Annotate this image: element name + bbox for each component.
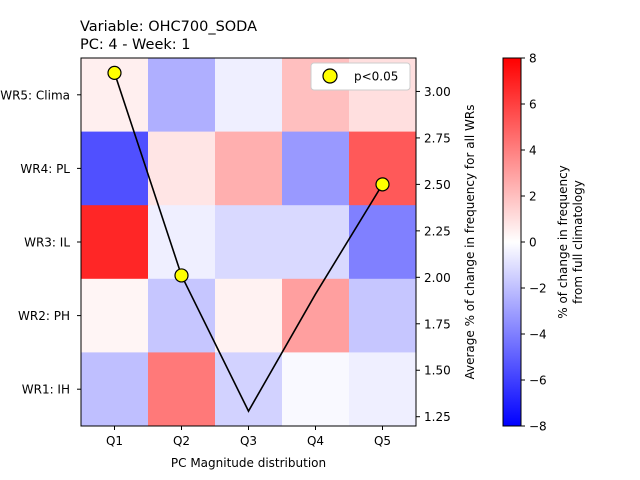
heatmap-cell [282, 131, 350, 206]
legend-label: p<0.05 [354, 70, 398, 84]
significance-marker [375, 177, 390, 192]
right-tick-label: 1.75 [424, 317, 451, 331]
chart-title-line2: PC: 4 - Week: 1 [80, 37, 191, 53]
y-tick-label: WR2: PH [18, 309, 70, 323]
legend-marker [322, 68, 338, 84]
heatmap-cell [349, 278, 417, 353]
y-axis-right: 1.25 1.50 1.75 2.00 2.25 2.50 2.75 3.00 [416, 85, 451, 424]
line-path [113, 72, 384, 413]
heatmap-cell [349, 131, 417, 206]
heatmap [81, 58, 417, 427]
heatmap-cell [81, 352, 149, 427]
y-tick-label: WR4: PL [20, 162, 70, 176]
colorbar [502, 57, 522, 427]
x-tick-label: Q2 [173, 434, 190, 448]
x-tick-label: Q4 [307, 434, 324, 448]
heatmap-cell [148, 58, 216, 133]
right-tick-label: 2.50 [424, 178, 451, 192]
colorbar-axis: −8 −6 −4 −2 0 2 4 6 8 [521, 52, 547, 434]
y-axis-left: WR5: Clima WR4: PL WR3: IL WR2: PH WR1: IH [0, 88, 81, 397]
x-tick-label: Q3 [240, 434, 257, 448]
right-axis-label: Average % of change in frequency for all… [463, 104, 477, 379]
heatmap-cell [349, 352, 417, 427]
heatmap-cell [148, 205, 216, 280]
colorbar-tick-label: 6 [529, 98, 537, 112]
x-axis: Q1 Q2 Q3 Q4 Q5 [106, 426, 391, 448]
heatmap-cell [282, 278, 350, 353]
significance-marker [174, 268, 189, 283]
x-axis-label: PC Magnitude distribution [171, 456, 326, 470]
heatmap-cell [349, 205, 417, 280]
y-tick-label: WR1: IH [22, 383, 70, 397]
significance-marker [107, 65, 122, 80]
colorbar-tick-label: 4 [529, 144, 537, 158]
heatmap-cell [215, 205, 283, 280]
heatmap-cell [215, 58, 283, 133]
legend-frame [310, 62, 411, 91]
heatmap-cell [282, 352, 350, 427]
colorbar-label-line2: from full climatology [571, 180, 585, 304]
right-tick-label: 2.00 [424, 271, 451, 285]
heatmap-cell [148, 278, 216, 353]
heatmap-cell [215, 131, 283, 206]
legend: p<0.05 [310, 62, 411, 91]
right-tick-label: 2.75 [424, 131, 451, 145]
heatmap-cell [215, 278, 283, 353]
right-tick-label: 1.50 [424, 364, 451, 378]
line-series [107, 65, 390, 413]
right-tick-label: 2.25 [424, 224, 451, 238]
chart-title-line1: Variable: OHC700_SODA [80, 19, 257, 35]
colorbar-tick-label: −2 [529, 282, 547, 296]
colorbar-tick-label: −8 [529, 420, 547, 434]
heatmap-cell [282, 205, 350, 280]
heatmap-cell [81, 205, 149, 280]
colorbar-tick-label: −6 [529, 374, 547, 388]
x-tick-label: Q5 [374, 434, 391, 448]
y-tick-label: WR5: Clima [0, 88, 70, 102]
y-tick-label: WR3: IL [24, 236, 70, 250]
heatmap-cell [148, 352, 216, 427]
x-tick-label: Q1 [106, 434, 123, 448]
right-tick-label: 1.25 [424, 410, 451, 424]
right-tick-label: 3.00 [424, 85, 451, 99]
colorbar-label-line1: % of change in frequency [556, 165, 570, 319]
colorbar-tick-label: 2 [529, 190, 537, 204]
colorbar-tick-label: 0 [529, 236, 537, 250]
heatmap-cell [148, 131, 216, 206]
colorbar-tick-label: 8 [529, 52, 537, 66]
colorbar-tick-label: −4 [529, 328, 547, 342]
heatmap-cell [81, 278, 149, 353]
